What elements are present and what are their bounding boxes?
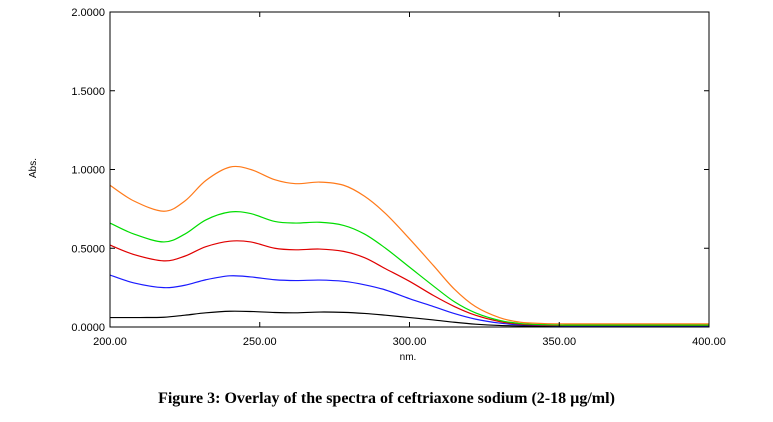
y-tick-label: 2.0000 xyxy=(71,7,105,19)
y-tick-label: 1.5000 xyxy=(71,86,105,98)
x-tick-label: 200.00 xyxy=(93,336,127,348)
figure-caption: Figure 3: Overlay of the spectra of ceft… xyxy=(158,390,615,407)
x-tick-label: 400.00 xyxy=(692,336,726,348)
spectrum-line-1 xyxy=(109,310,709,328)
y-axis-title: Abs. xyxy=(28,158,39,178)
x-tick-label: 300.00 xyxy=(393,336,427,348)
spectra-chart: 200.00 250.00 300.00 350.00 400.00 0.0000 0.50… xyxy=(28,7,726,363)
y-tick-label: 0.0000 xyxy=(71,322,105,334)
y-tick-label: 1.0000 xyxy=(71,165,105,177)
series-layer xyxy=(109,165,709,328)
spectrum-line-4 xyxy=(109,211,709,326)
spectrum-line-3 xyxy=(109,240,709,327)
ticks-layer: 200.00 250.00 300.00 350.00 400.00 0.0000 0.50… xyxy=(71,7,725,348)
plot-frame xyxy=(109,11,710,328)
y-tick-label: 0.5000 xyxy=(71,243,105,255)
x-tick-label: 350.00 xyxy=(542,336,576,348)
spectrum-line-5 xyxy=(109,165,709,325)
x-axis-title: nm. xyxy=(400,352,417,363)
x-tick-label: 250.00 xyxy=(243,336,277,348)
